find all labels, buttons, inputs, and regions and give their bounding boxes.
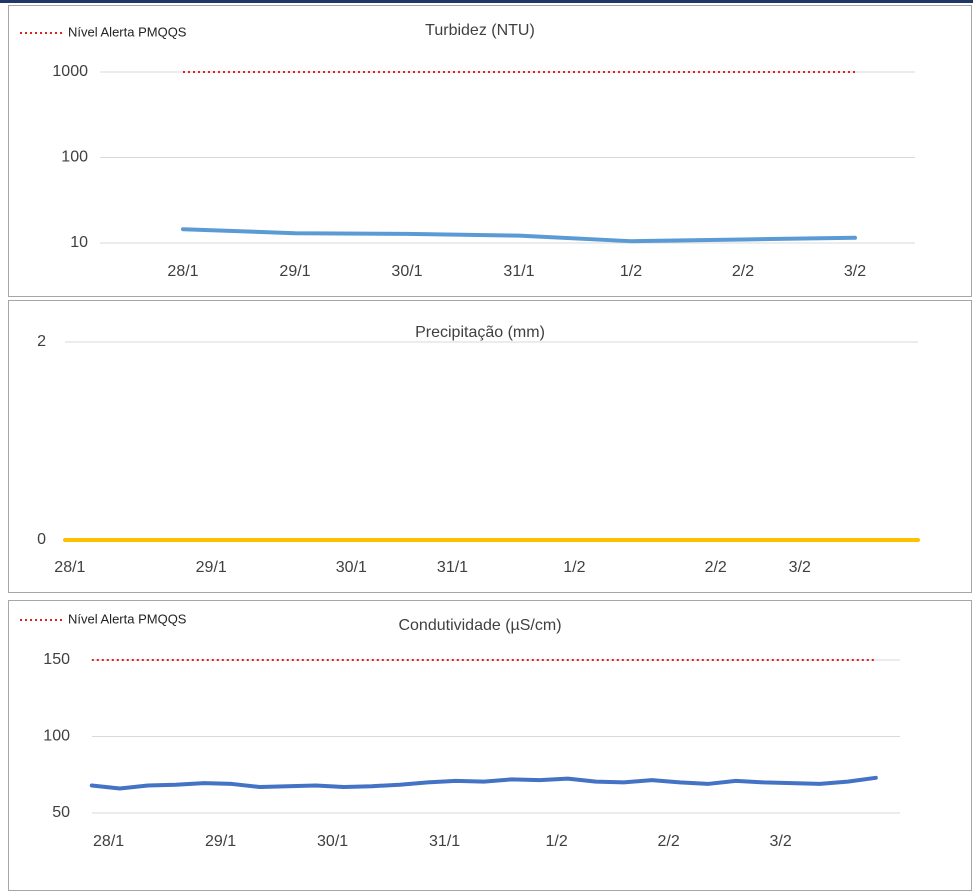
x-tick-label: 2/2 — [732, 263, 754, 280]
x-tick-label: 3/2 — [769, 833, 791, 850]
data-line — [89, 775, 878, 791]
x-tick-label: 30/1 — [391, 263, 422, 280]
x-tick-label: 29/1 — [205, 833, 236, 850]
x-tick-label: 30/1 — [336, 559, 367, 576]
x-tick-label: 2/2 — [705, 559, 727, 576]
x-tick-label: 29/1 — [279, 263, 310, 280]
legend-label: Nível Alerta PMQQS — [68, 611, 187, 626]
y-tick-label: 50 — [52, 804, 70, 821]
y-tick-label: 0 — [37, 531, 46, 548]
chart-title: Condutividade (µS/cm) — [398, 617, 561, 634]
x-tick-label: 28/1 — [93, 833, 124, 850]
y-tick-label: 150 — [43, 651, 70, 668]
y-tick-label: 100 — [61, 149, 88, 166]
y-tick-label: 10 — [70, 234, 88, 251]
x-tick-label: 29/1 — [196, 559, 227, 576]
panel-border — [8, 300, 972, 593]
x-tick-label: 28/1 — [54, 559, 85, 576]
y-tick-label: 2 — [37, 333, 46, 350]
x-tick-label: 3/2 — [789, 559, 811, 576]
chart-title: Turbidez (NTU) — [425, 22, 535, 39]
top-bar — [0, 0, 973, 3]
y-tick-label: 1000 — [52, 63, 88, 80]
x-tick-label: 1/2 — [563, 559, 585, 576]
panel-border — [8, 600, 972, 891]
x-tick-label: 31/1 — [437, 559, 468, 576]
x-tick-label: 3/2 — [844, 263, 866, 280]
x-tick-label: 1/2 — [620, 263, 642, 280]
x-tick-label: 1/2 — [545, 833, 567, 850]
panel-border — [8, 5, 972, 297]
x-tick-label: 2/2 — [657, 833, 679, 850]
legend-label: Nível Alerta PMQQS — [68, 24, 187, 39]
y-tick-label: 100 — [43, 728, 70, 745]
data-line — [181, 227, 857, 244]
x-tick-label: 30/1 — [317, 833, 348, 850]
x-tick-label: 31/1 — [429, 833, 460, 850]
chart-title: Precipitação (mm) — [415, 324, 545, 341]
x-tick-label: 31/1 — [503, 263, 534, 280]
x-tick-label: 28/1 — [167, 263, 198, 280]
